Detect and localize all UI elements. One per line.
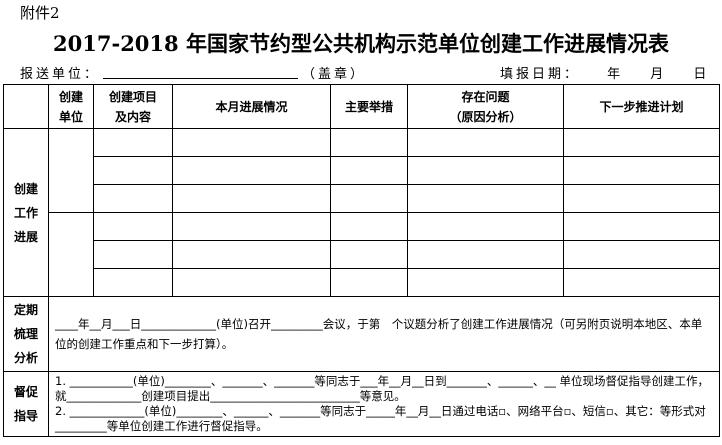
header-empty — [3, 84, 49, 129]
cell[interactable] — [93, 156, 173, 185]
supervision-text[interactable]: 1. ___________(单位)________、_______、_____… — [48, 371, 720, 437]
unit-cell[interactable] — [48, 128, 94, 213]
header-row: 创建 单位 创建项目 及内容 本月进展情况 主要举措 存在问题 （原因分析） 下… — [3, 84, 720, 129]
cell[interactable] — [172, 212, 331, 241]
cell[interactable] — [93, 184, 173, 213]
cell[interactable] — [93, 268, 173, 297]
supervision-line-1[interactable]: 1. ___________(单位)________、_______、_____… — [55, 374, 710, 403]
cell[interactable] — [93, 128, 173, 157]
cell[interactable] — [93, 212, 173, 241]
unit-cell[interactable] — [48, 212, 94, 297]
cell[interactable] — [172, 184, 331, 213]
table-row — [4, 240, 720, 269]
analysis-label: 定期 梳理 分析 — [3, 296, 49, 372]
cell[interactable] — [563, 156, 720, 185]
cell[interactable] — [172, 156, 331, 185]
progress-table: 创建 单位 创建项目 及内容 本月进展情况 主要举措 存在问题 （原因分析） 下… — [3, 84, 720, 437]
cell[interactable] — [563, 268, 720, 297]
cell[interactable] — [563, 128, 720, 157]
table-row — [4, 212, 720, 297]
supervision-label: 督促 指导 — [3, 371, 49, 437]
supervision-line-2[interactable]: 2. _____________(单位)________、______、____… — [55, 404, 706, 433]
header-cell: 存在问题 （原因分析） — [407, 84, 564, 129]
progress-label: 创建 工作 进展 — [3, 128, 49, 297]
table-row — [4, 156, 720, 185]
cell[interactable] — [172, 128, 331, 157]
report-unit-label: 报送单位： — [20, 67, 101, 82]
date-label: 填报日期： 年 月 日 — [500, 67, 710, 82]
cell[interactable] — [172, 240, 331, 269]
seal-label: （盖章） — [302, 67, 367, 82]
attachment-label: 附件2 — [20, 4, 60, 22]
header-cell: 主要举措 — [330, 84, 408, 129]
cell[interactable] — [407, 212, 564, 241]
cell[interactable] — [330, 212, 408, 241]
cell[interactable] — [563, 240, 720, 269]
cell[interactable] — [407, 240, 564, 269]
report-unit-field[interactable] — [103, 78, 298, 79]
header-cell: 创建 单位 — [48, 84, 94, 129]
supervision-row: 督促 指导 1. ___________(单位)________、_______… — [3, 371, 720, 437]
cell[interactable] — [330, 184, 408, 213]
page-title: 2017-2018 年国家节约型公共机构示范单位创建工作进展情况表 — [53, 31, 669, 56]
cell[interactable] — [407, 184, 564, 213]
cell[interactable] — [563, 184, 720, 213]
cell[interactable] — [93, 240, 173, 269]
table-row — [4, 184, 720, 213]
cell[interactable] — [172, 268, 331, 297]
cell[interactable] — [407, 156, 564, 185]
cell[interactable] — [330, 128, 408, 157]
cell[interactable] — [407, 268, 564, 297]
header-cell: 下一步推进计划 — [563, 84, 720, 129]
analysis-row: 定期 梳理 分析 ____年__月___日_____________(单位)召开… — [3, 296, 720, 372]
cell[interactable] — [563, 212, 720, 241]
table-row — [4, 268, 720, 297]
cell[interactable] — [330, 268, 408, 297]
cell[interactable] — [330, 156, 408, 185]
header-cell: 创建项目 及内容 — [93, 84, 173, 129]
cell[interactable] — [330, 240, 408, 269]
cell[interactable] — [407, 128, 564, 157]
analysis-text[interactable]: ____年__月___日_____________(单位)召开_________… — [48, 296, 720, 372]
table-row: 创建 工作 进展 — [3, 128, 720, 297]
header-cell: 本月进展情况 — [172, 84, 331, 129]
